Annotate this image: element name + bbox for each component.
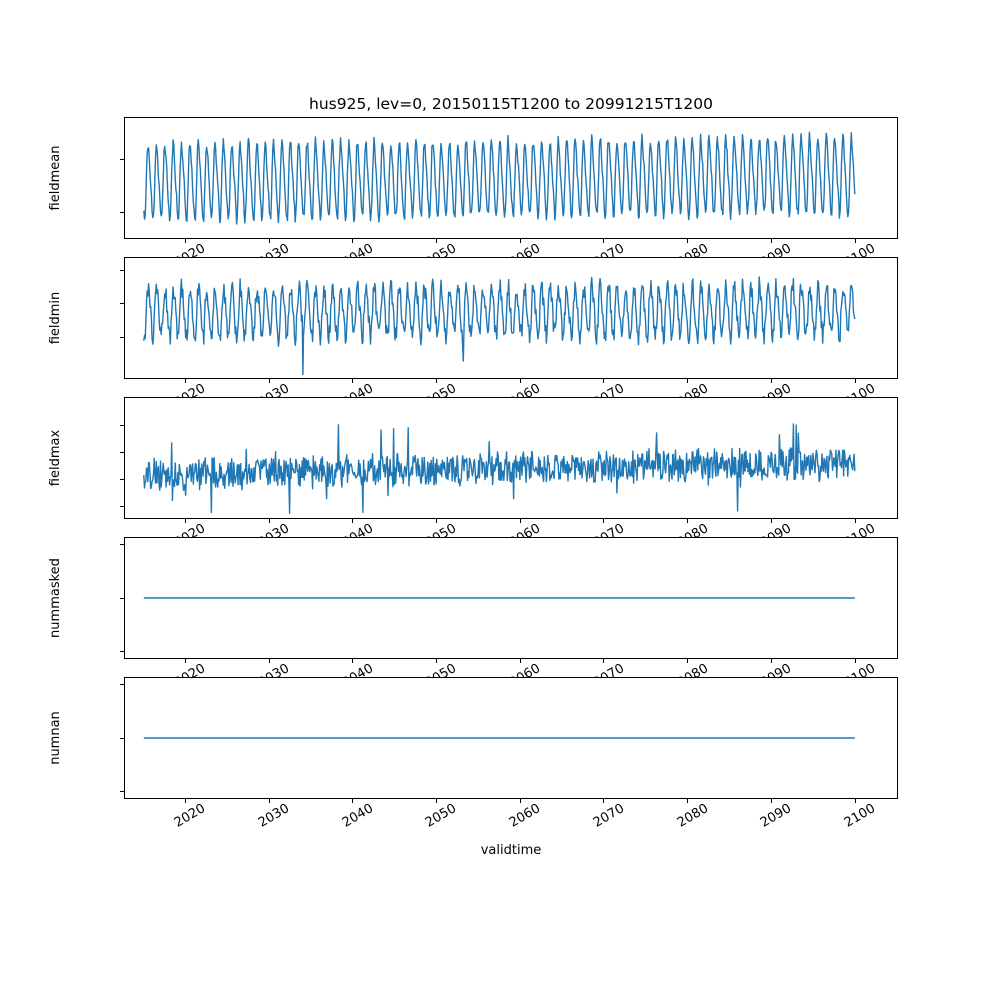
x-tick-mark — [435, 379, 437, 383]
y-tick-mark — [120, 336, 124, 338]
x-tick-mark — [435, 799, 437, 803]
axes-nummasked — [124, 537, 898, 659]
y-tick-mark — [120, 790, 124, 792]
x-tick-mark — [519, 379, 521, 383]
x-axis-label: validtime — [480, 843, 542, 858]
y-tick-mark — [120, 158, 124, 160]
y-tick-mark — [120, 544, 124, 546]
x-tick-mark — [770, 659, 772, 663]
y-axis-label-fieldmean: fieldmean — [48, 145, 63, 211]
x-tick-mark — [184, 239, 186, 243]
axes-numnan — [124, 677, 898, 799]
x-tick-mark — [352, 799, 354, 803]
x-tick-mark — [352, 379, 354, 383]
y-axis-label-numnan: numnan — [48, 711, 63, 765]
x-tick-mark — [268, 659, 270, 663]
x-tick-mark — [603, 519, 605, 523]
x-tick-mark — [352, 239, 354, 243]
x-tick-mark — [184, 799, 186, 803]
x-tick-mark — [687, 239, 689, 243]
x-tick-label: 2060 — [507, 801, 544, 831]
y-tick-mark — [120, 684, 124, 686]
line-series-fieldmax — [143, 423, 856, 515]
x-tick-mark — [687, 519, 689, 523]
line-series-fieldmin — [143, 276, 856, 376]
x-tick-mark — [268, 519, 270, 523]
line-series-numnan — [143, 737, 855, 739]
x-tick-mark — [519, 519, 521, 523]
x-tick-mark — [268, 379, 270, 383]
x-tick-mark — [603, 799, 605, 803]
axes-fieldmax — [124, 397, 898, 519]
y-axis-label-fieldmax: fieldmax — [48, 429, 63, 487]
x-tick-label: 2100 — [841, 801, 879, 831]
x-tick-mark — [854, 379, 856, 383]
x-tick-mark — [519, 799, 521, 803]
y-tick-mark — [120, 212, 124, 214]
x-tick-mark — [603, 659, 605, 663]
y-tick-mark — [120, 478, 124, 480]
x-tick-mark — [854, 659, 856, 663]
x-tick-mark — [352, 519, 354, 523]
x-tick-mark — [268, 239, 270, 243]
x-tick-mark — [435, 519, 437, 523]
x-tick-mark — [184, 519, 186, 523]
y-tick-mark — [120, 737, 124, 739]
x-tick-mark — [184, 659, 186, 663]
line-series-fieldmean — [143, 131, 856, 225]
y-tick-mark — [120, 650, 124, 652]
x-tick-mark — [854, 799, 856, 803]
x-tick-mark — [435, 659, 437, 663]
y-tick-mark — [120, 303, 124, 305]
line-series-nummasked — [143, 597, 855, 599]
x-tick-mark — [687, 659, 689, 663]
x-tick-label: 2050 — [423, 801, 460, 831]
x-tick-mark — [854, 239, 856, 243]
x-tick-mark — [770, 379, 772, 383]
axes-fieldmin — [124, 257, 898, 379]
axes-fieldmean — [124, 117, 898, 239]
y-tick-mark — [120, 269, 124, 271]
y-axis-label-fieldmin: fieldmin — [48, 291, 63, 345]
x-tick-mark — [687, 799, 689, 803]
x-tick-mark — [687, 379, 689, 383]
x-tick-mark — [770, 239, 772, 243]
x-tick-mark — [352, 659, 354, 663]
x-tick-label: 2080 — [674, 801, 711, 831]
y-tick-mark — [120, 505, 124, 507]
y-axis-label-nummasked: nummasked — [48, 558, 63, 638]
x-tick-mark — [603, 239, 605, 243]
y-tick-mark — [120, 452, 124, 454]
x-tick-mark — [519, 239, 521, 243]
x-tick-label: 2020 — [172, 801, 209, 831]
chart-title: hus925, lev=0, 20150115T1200 to 20991215… — [309, 95, 713, 113]
x-tick-label: 2070 — [590, 801, 627, 831]
x-tick-mark — [770, 519, 772, 523]
x-tick-mark — [854, 519, 856, 523]
x-tick-mark — [184, 379, 186, 383]
x-tick-label: 2030 — [255, 801, 293, 831]
x-tick-label: 2090 — [758, 801, 795, 831]
x-tick-mark — [770, 799, 772, 803]
y-tick-mark — [120, 597, 124, 599]
x-tick-mark — [519, 659, 521, 663]
x-tick-mark — [603, 379, 605, 383]
x-tick-label: 2040 — [339, 801, 376, 831]
x-tick-mark — [435, 239, 437, 243]
y-tick-mark — [120, 425, 124, 427]
x-tick-mark — [268, 799, 270, 803]
